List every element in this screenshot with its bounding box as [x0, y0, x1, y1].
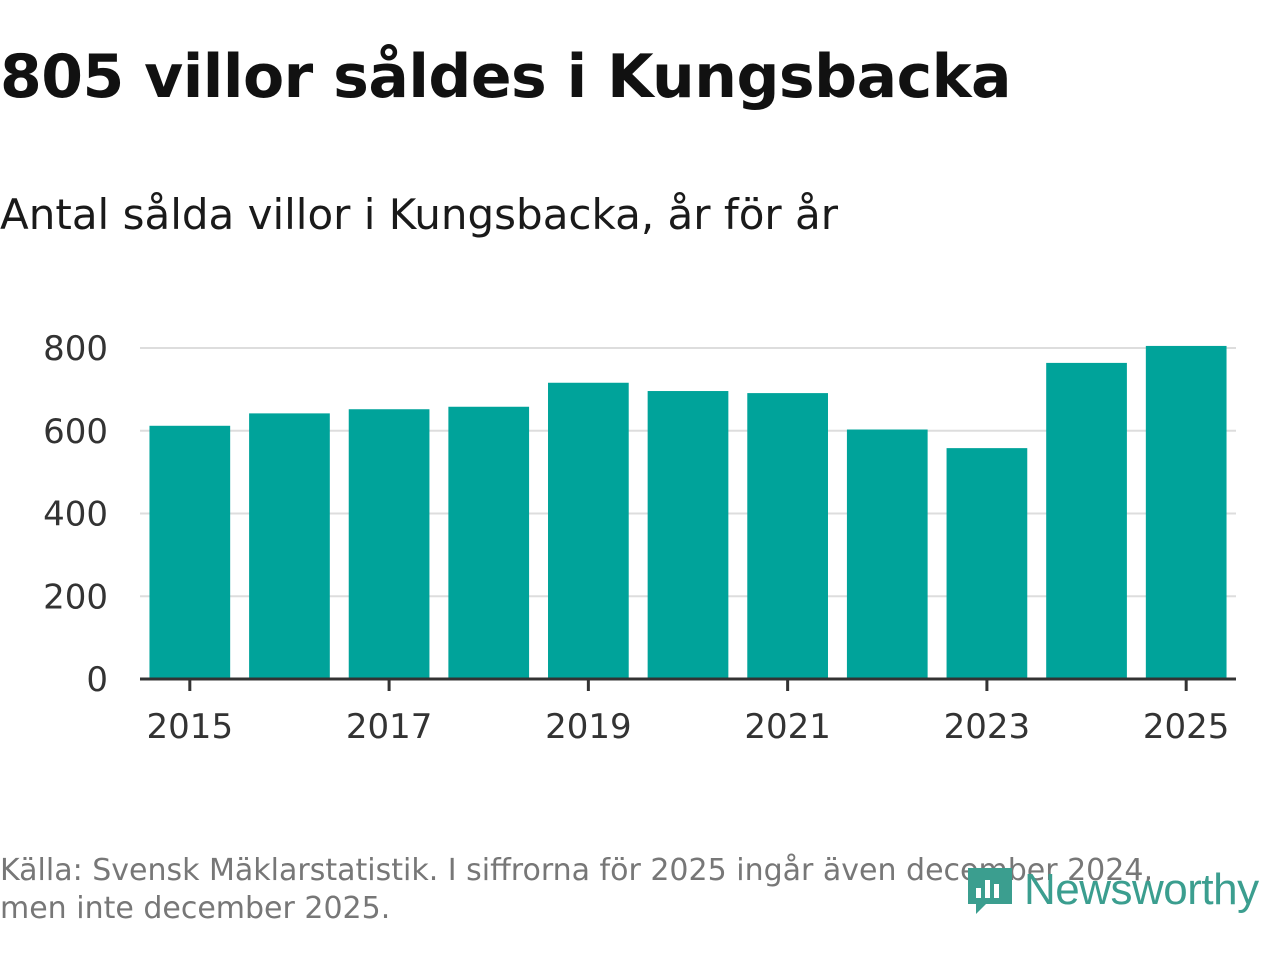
bar-2018 [448, 406, 530, 679]
source-note-line-2: men inte december 2025. [0, 891, 391, 926]
y-tick-label: 0 [86, 660, 108, 700]
bar-2025 [1145, 345, 1227, 679]
bar-2020 [647, 391, 729, 679]
bar-2017 [348, 409, 430, 679]
chart-subtitle: Antal sålda villor i Kungsbacka, år för … [0, 190, 839, 239]
bar-2023 [946, 448, 1028, 679]
bar-2019 [548, 382, 629, 679]
chart-title: 805 villor såldes i Kungsbacka [0, 42, 1012, 112]
x-tick-label: 2015 [147, 707, 234, 747]
bar-chart: 0 200 400 600 800 2015 2017 2019 2021 2023 2025 [43, 329, 1236, 747]
newsworthy-logo: Newsworthy [964, 862, 1259, 918]
bar-2021 [747, 393, 828, 679]
bar-2016 [249, 413, 330, 679]
source-note-line-1: Källa: Svensk Mäklarstatistik. I siffror… [0, 853, 1153, 888]
y-tick-label: 800 [43, 329, 108, 369]
y-tick-label: 600 [43, 412, 108, 452]
bar-2015 [149, 425, 231, 679]
y-tick-label: 200 [43, 577, 108, 617]
y-axis-ticks: 0 200 400 600 800 [43, 329, 108, 700]
bars [149, 345, 1227, 679]
x-tick-label: 2019 [545, 707, 632, 747]
newsworthy-logo-icon [968, 868, 1012, 914]
source-note: Källa: Svensk Mäklarstatistik. I siffror… [0, 852, 1220, 928]
y-tick-label: 400 [43, 495, 108, 535]
x-axis-ticks: 2015 2017 2019 2021 2023 2025 [147, 679, 1230, 747]
x-tick-label: 2025 [1143, 707, 1230, 747]
x-tick-label: 2023 [944, 707, 1031, 747]
bar-2024 [1046, 362, 1127, 679]
newsworthy-logo-text: Newsworthy [1024, 865, 1259, 914]
x-tick-label: 2021 [744, 707, 831, 747]
x-tick-label: 2017 [346, 707, 433, 747]
bar-2022 [846, 429, 928, 679]
